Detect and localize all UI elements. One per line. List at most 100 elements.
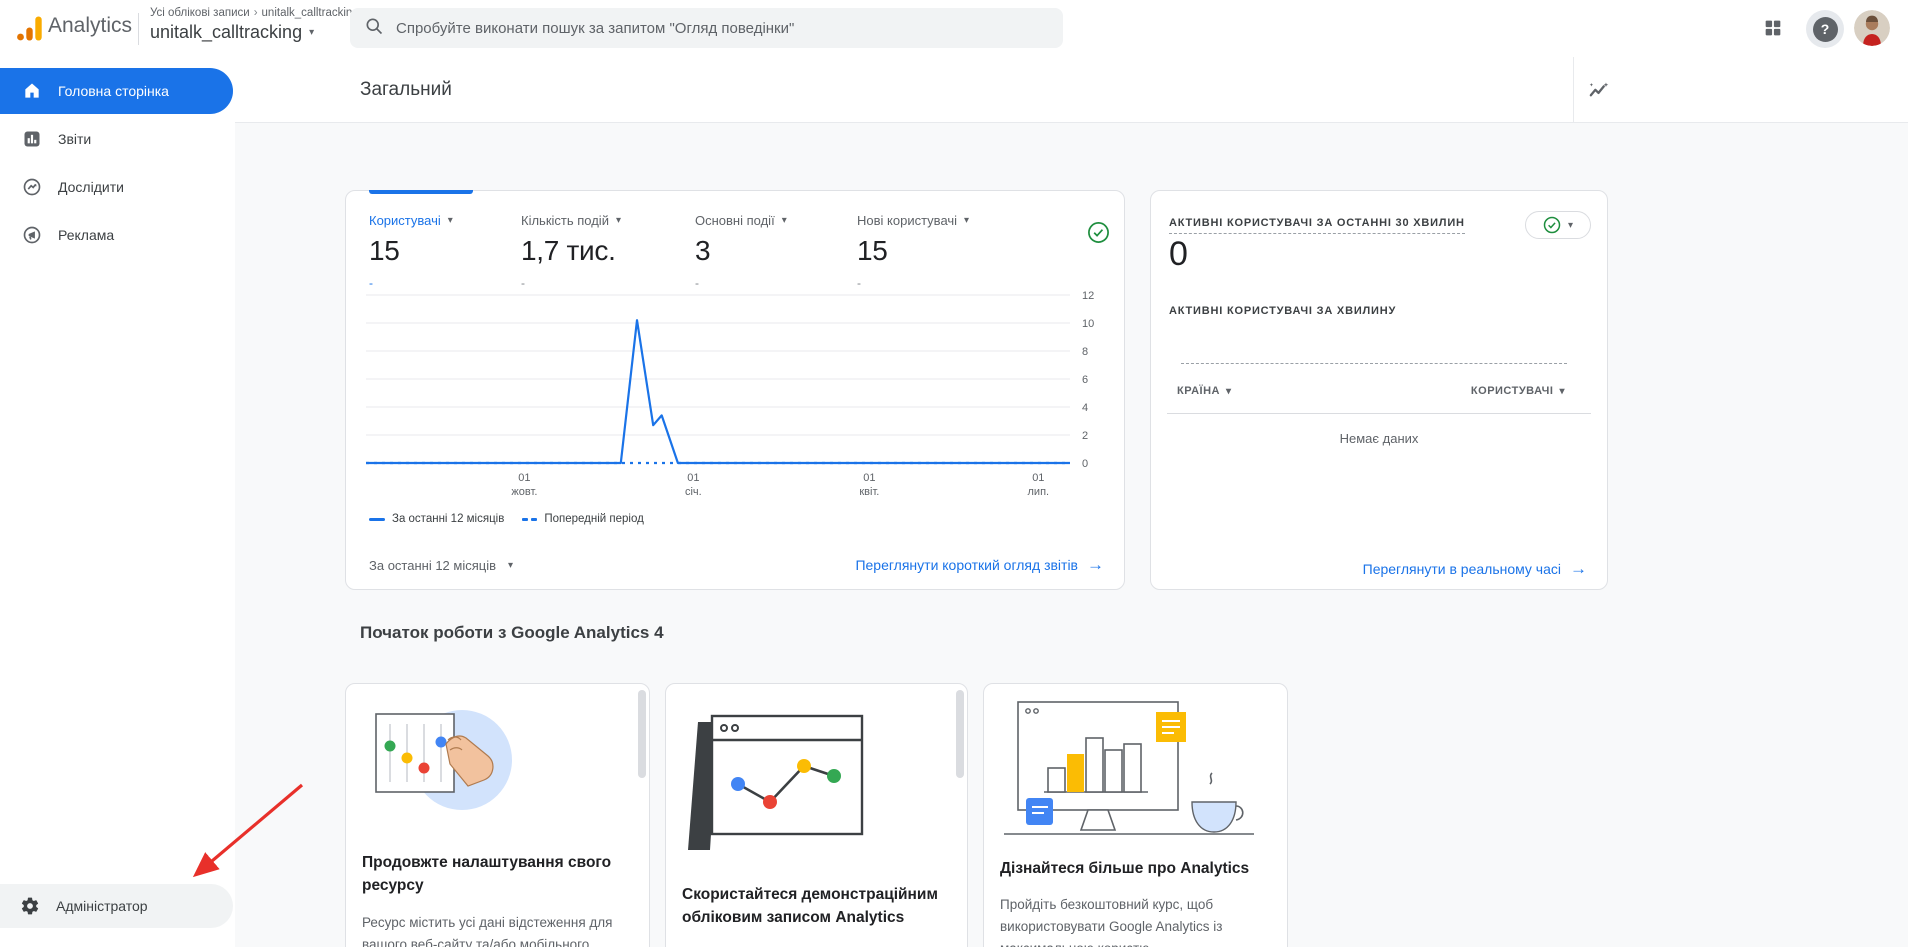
x-tick-month: січ. [685, 486, 702, 498]
metric-value: 15 [369, 235, 400, 266]
card-title: Продовжте налаштування свого ресурсу [362, 854, 612, 895]
breadcrumb[interactable]: Усі облікові записи › unitalk_calltracking [150, 7, 359, 19]
x-tick-label: 01 [687, 472, 699, 484]
sidebar: Головна сторінка Звіти Дослідити Реклама… [0, 57, 235, 947]
metric-delta: - [695, 276, 699, 290]
y-tick-label: 4 [1082, 402, 1088, 414]
metric-delta: - [369, 276, 373, 290]
column-country[interactable]: КРАЇНА ▾ [1177, 385, 1232, 397]
reports-snapshot-link[interactable]: Переглянути короткий огляд звітів → [855, 555, 1104, 574]
card-scrollbar[interactable] [638, 690, 646, 778]
x-tick-label: 01 [518, 472, 530, 484]
question-mark-icon: ? [1812, 16, 1838, 42]
topbar: Analytics Усі облікові записи › unitalk_ca… [0, 0, 1908, 57]
overview-card-footer: За останні 12 місяців ▾ Переглянути коро… [369, 555, 1104, 575]
overview-card: Користувачі ▾ 15 - Кількість подій ▾ 1,7… [345, 190, 1125, 590]
getting-started-card-demo[interactable]: Скористайтеся демонстраційним обліковим … [665, 683, 968, 947]
learn-illustration [996, 694, 1287, 849]
x-tick-month: квіт. [859, 486, 879, 498]
realtime-title: АКТИВНІ КОРИСТУВАЧІ ЗА ОСТАННІ 30 ХВИЛИН [1169, 217, 1465, 234]
y-tick-label: 12 [1082, 290, 1094, 302]
y-tick-label: 8 [1082, 346, 1088, 358]
search-input[interactable] [396, 19, 1016, 37]
metric-selector-0[interactable]: Користувачі ▾ 15 - [369, 213, 453, 290]
chart-legend: За останні 12 місяців Попередній період [369, 513, 644, 525]
date-range-selector[interactable]: За останні 12 місяців ▾ [369, 557, 514, 573]
arrow-right-icon: → [1570, 559, 1587, 578]
metric-delta: - [857, 276, 861, 290]
chevron-down-icon: ▾ [508, 559, 514, 571]
chevron-down-icon: ▾ [781, 215, 787, 226]
realtime-card: АКТИВНІ КОРИСТУВАЧІ ЗА ОСТАННІ 30 ХВИЛИН… [1150, 190, 1608, 590]
sidebar-item-admin[interactable]: Адміністратор [0, 884, 233, 928]
getting-started-title: Початок роботи з Google Analytics 4 [360, 623, 664, 642]
metric-value: 1,7 тис. [521, 235, 616, 266]
x-tick-label: 01 [1032, 472, 1044, 484]
realtime-link[interactable]: Переглянути в реальному часі → [1362, 559, 1587, 578]
sidebar-item-label: Дослідити [58, 179, 124, 195]
card-scrollbar[interactable] [956, 690, 964, 778]
realtime-status-dropdown[interactable]: ▾ [1525, 211, 1591, 239]
metric-selector-3[interactable]: Нові користувачі ▾ 15 - [857, 213, 969, 290]
app-title: Analytics [48, 14, 133, 37]
setup-illustration [362, 700, 649, 825]
check-circle-icon [1543, 216, 1561, 234]
metric-selector-1[interactable]: Кількість подій ▾ 1,7 тис. - [521, 213, 621, 290]
card-body: Пройдіть безкоштовний курс, щоб використ… [1000, 897, 1223, 947]
metric-label[interactable]: Нові користувачі ▾ [857, 213, 970, 228]
metric-label[interactable]: Основні події ▾ [695, 213, 787, 228]
diagnostics-grid-icon[interactable] [1762, 17, 1784, 44]
sidebar-item-advertising[interactable]: Реклама [0, 212, 233, 258]
x-tick-month: жовт. [511, 486, 537, 498]
column-users[interactable]: КОРИСТУВАЧІ ▾ [1470, 385, 1565, 397]
chevron-down-icon: ▾ [447, 215, 453, 226]
chevron-down-icon: ▾ [615, 215, 621, 226]
dashed-line-swatch [522, 517, 538, 521]
x-tick-label: 01 [863, 472, 875, 484]
metric-label[interactable]: Користувачі ▾ [369, 213, 453, 228]
breadcrumb-current[interactable]: unitalk_calltracking [261, 7, 359, 19]
sidebar-item-label: Реклама [58, 227, 115, 243]
users-trend-chart: 12 10 8 6 4 2 0 01 жовт. 01 січ. 01 квіт. 01 лип. [366, 290, 1094, 498]
x-tick-month: лип. [1028, 486, 1050, 498]
insights-icon[interactable] [1587, 79, 1610, 107]
sidebar-item-label: Адміністратор [56, 898, 148, 914]
divider [1573, 57, 1574, 122]
realtime-subtitle: АКТИВНІ КОРИСТУВАЧІ ЗА ХВИЛИНУ [1169, 305, 1397, 317]
sidebar-item-label: Головна сторінка [58, 83, 169, 99]
metric-value: 15 [857, 235, 888, 266]
metrics-row: Користувачі ▾ 15 - Кількість подій ▾ 1,7… [346, 213, 1124, 293]
page-title: Загальний [360, 79, 452, 100]
search-bar[interactable] [350, 8, 1063, 48]
solid-line-swatch [369, 517, 385, 521]
sidebar-item-home[interactable]: Головна сторінка [0, 68, 233, 114]
explore-icon [22, 177, 42, 197]
divider [1167, 413, 1591, 414]
y-tick-label: 2 [1082, 430, 1088, 442]
getting-started-card-setup[interactable]: Продовжте налаштування свого ресурсу Рес… [345, 683, 650, 947]
property-switcher[interactable]: unitalk_calltracking ▾ [150, 22, 314, 43]
metric-delta: - [521, 276, 525, 290]
empty-sparkline [1181, 363, 1567, 364]
card-body: Ресурс містить усі дані відстеження для … [362, 914, 613, 947]
breadcrumb-root[interactable]: Усі облікові записи [150, 7, 250, 19]
sidebar-item-explore[interactable]: Дослідити [0, 164, 233, 210]
metric-selector-2[interactable]: Основні події ▾ 3 - [695, 213, 787, 290]
main-content: Користувачі ▾ 15 - Кількість подій ▾ 1,7… [235, 123, 1908, 947]
getting-started-card-learn[interactable]: Дізнайтеся більше про Analytics Пройдіть… [983, 683, 1288, 947]
demo-illustration [682, 700, 967, 855]
metric-label[interactable]: Кількість подій ▾ [521, 213, 621, 228]
gear-icon [20, 896, 40, 916]
realtime-table-header: КРАЇНА ▾ КОРИСТУВАЧІ ▾ [1177, 385, 1565, 397]
data-quality-check-icon[interactable] [1087, 221, 1110, 249]
reports-icon [22, 129, 42, 149]
chevron-down-icon: ▾ [1567, 219, 1574, 231]
help-button[interactable]: ? [1806, 10, 1844, 48]
avatar[interactable] [1854, 10, 1890, 46]
divider [138, 13, 139, 45]
chevron-down-icon: ▾ [1225, 385, 1232, 397]
sidebar-item-reports[interactable]: Звіти [0, 116, 233, 162]
card-title: Скористайтеся демонстраційним обліковим … [682, 886, 938, 927]
content-header: Загальний [235, 57, 1908, 123]
search-icon [364, 16, 384, 41]
